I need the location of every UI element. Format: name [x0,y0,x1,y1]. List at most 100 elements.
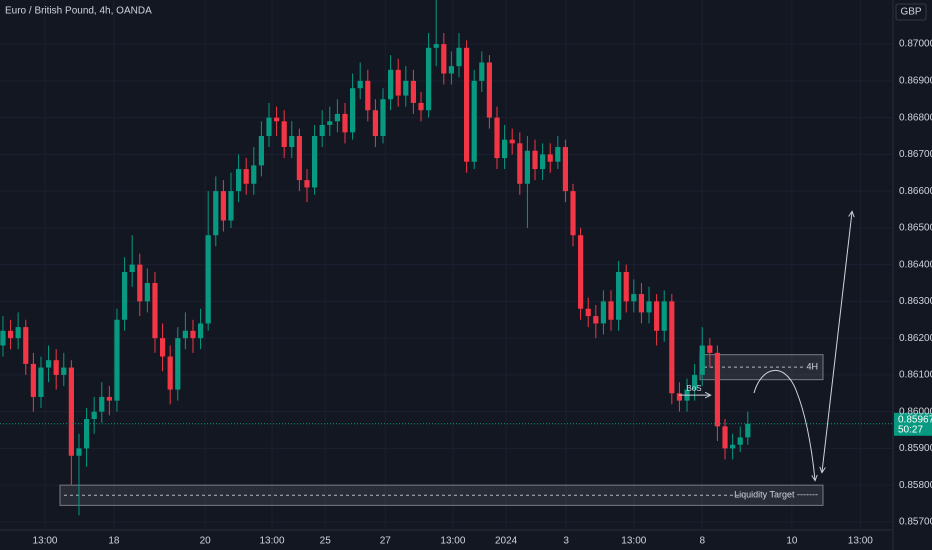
candle-body [38,367,44,397]
candle-body [61,367,67,375]
candle-body [30,363,36,397]
y-tick-label: 0.86800 [899,112,932,123]
y-tick-label: 0.86200 [899,333,932,344]
candle-body [190,330,196,339]
candle-body [745,423,751,438]
candle-body [129,264,135,272]
candle-body [23,327,29,364]
y-tick-label: 0.85800 [899,480,932,491]
y-tick-label: 0.86700 [899,149,932,160]
candle-body [426,47,432,111]
candle-body [235,169,242,192]
candle-body [676,393,683,401]
last-price-label: 0.85967 [898,414,932,425]
candle-body [555,147,561,162]
y-tick-label: 0.86900 [899,76,932,87]
candle-body [418,102,424,111]
x-tick-label: 13:00 [260,536,285,547]
candle-body [387,69,394,100]
last-price-box [894,412,932,436]
candle-body [722,426,728,449]
candle-body [403,80,409,96]
candle-body [661,301,667,331]
grid [0,0,893,530]
candle-body [562,147,569,192]
candles [0,0,751,516]
countdown: 50:27 [898,424,923,435]
candle-body [296,135,302,181]
candle-body [114,319,120,401]
y-tick-label: 0.86100 [899,370,932,381]
candle-body [137,264,143,302]
candle-body [258,135,264,166]
candle-body [83,419,90,449]
candle-body [608,301,614,320]
candle-body [380,99,386,136]
candle-body [707,345,713,353]
candle-body [99,396,105,412]
candle-body [502,139,508,159]
candle-body [311,135,318,188]
candle-body [623,271,629,302]
candle-body [532,150,538,170]
x-tick-label: 13:00 [440,536,465,547]
candle-body [304,180,310,188]
chart-title: Euro / British Pound, 4h, OANDA [5,6,152,17]
currency-box[interactable] [895,3,927,21]
candle-body [654,301,660,331]
y-tick-label: 0.85700 [899,517,932,528]
candle-body [349,88,356,133]
x-tick-label: 8 [699,536,705,547]
candle-body [585,308,591,317]
candle-body [0,330,6,346]
candle-body [121,271,128,320]
y-tick-label: 0.85900 [899,443,932,454]
candle-body [593,316,599,324]
candle-body [646,301,652,313]
candle-body [182,330,188,339]
candle-body [220,191,226,221]
candle-body [281,121,287,148]
candle-body [570,191,576,236]
candle-body [410,80,416,103]
x-tick-label: 13:00 [621,536,646,547]
candle-body [494,117,500,159]
y-tick-label: 0.86300 [899,296,932,307]
candle-body [699,345,705,375]
candle-body [319,124,325,136]
zone-label: Liquidity Target ------- [734,490,818,500]
candle-body [441,44,447,74]
candle-body [509,139,515,144]
candle-body [266,117,272,136]
candle-body [53,360,59,375]
candle-body [547,154,553,162]
x-tick-label: 13:00 [32,536,57,547]
candle-body [365,80,371,111]
candle-body [205,235,211,324]
candle-body [524,150,531,184]
candle-body [631,294,637,302]
candle-body [213,191,219,236]
x-tick-label: 2024 [495,536,518,547]
candle-body [175,338,181,390]
candle-body [76,448,82,456]
currency: GBP [900,7,921,18]
y-tick-label: 0.86400 [899,259,932,270]
candle-body [251,165,257,184]
candle-body [433,44,439,48]
candle-body [600,301,607,324]
candle-body [578,235,584,309]
x-tick-label: 20 [200,536,212,547]
candle-body [68,367,74,456]
candle-body [730,444,736,449]
candle-body [106,396,112,401]
projection-line [822,212,852,472]
candle-body [464,47,470,162]
zone [59,484,824,506]
candle-body [289,135,295,148]
candle-body [197,323,204,339]
candle-body [540,154,546,170]
candle-body [479,62,485,81]
